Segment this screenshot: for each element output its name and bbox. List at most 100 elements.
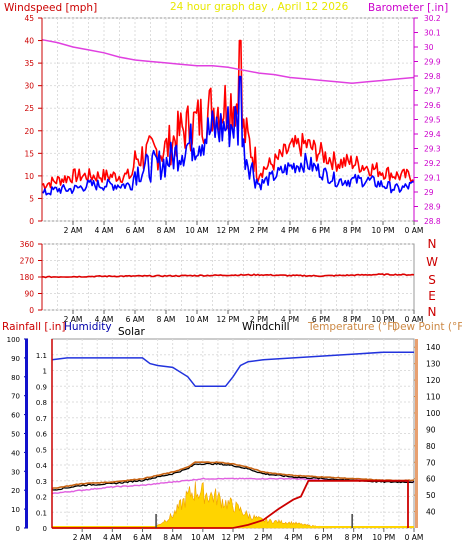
wind-panel-xtick-label: 8 AM	[157, 226, 176, 235]
humidity-ytick-label: 20	[11, 487, 20, 495]
compass-letter-n: N	[428, 305, 437, 319]
temperature-ytick-label: 130	[426, 360, 441, 369]
temperature-ytick-label: 100	[426, 409, 441, 418]
temperature-ytick-label: 40	[426, 508, 436, 517]
barometer-ytick-label: 29.9	[424, 58, 441, 67]
barometer-line	[41, 38, 415, 84]
temperature-panel-xtick-label: 4 AM	[103, 533, 122, 542]
wind-panel-xtick-label: 2 AM	[64, 226, 83, 235]
temperature-line	[51, 461, 415, 490]
direction-panel-xtick-label: 8 AM	[157, 315, 176, 324]
windspeed-ytick-label: 35	[24, 59, 34, 68]
temperature-ytick-label: 80	[426, 442, 436, 451]
temperature-ytick-label: 110	[426, 393, 441, 402]
humidity-ytick-label: 10	[11, 506, 20, 514]
compass-letter-w: W	[426, 255, 438, 269]
temperature-panel-xtick-label: 6 AM	[133, 533, 152, 542]
barometer-ytick-label: 28.8	[424, 217, 441, 226]
humidity-ytick-label: 100	[7, 336, 20, 344]
barometer-ytick-label: 29.6	[424, 101, 441, 110]
barometer-ytick-label: 30.1	[424, 29, 441, 38]
temperature-axis-label: Temperature (°F)	[307, 321, 397, 333]
temperature-panel-xtick-label: 4 PM	[284, 533, 302, 542]
direction-panel-xtick-label: 4 PM	[281, 315, 299, 324]
rainfall-line	[52, 479, 409, 529]
windspeed-ytick-label: 30	[24, 82, 34, 91]
barometer-ytick-label: 30.2	[424, 14, 441, 23]
humidity-axis-label: Humidity	[64, 321, 112, 333]
barometer-ytick-label: 29.3	[424, 145, 441, 154]
temperature-panel-xtick-label: 8 AM	[163, 533, 182, 542]
barometer-ytick-label: 29.8	[424, 72, 441, 81]
compass-letter-s: S	[428, 273, 436, 287]
temperature-ytick-label: 120	[426, 376, 441, 385]
wind-panel-xtick-label: 0 AM	[405, 226, 424, 235]
rainfall-ytick-label: 1.1	[36, 352, 47, 360]
direction-panel-xtick-label: 6 AM	[126, 315, 145, 324]
temperature-ytick-label: 140	[426, 343, 441, 352]
barometer-ytick-label: 29.2	[424, 159, 441, 168]
direction-ytick-label: 360	[20, 240, 35, 249]
wind-panel-xtick-label: 4 AM	[95, 226, 114, 235]
windspeed-ytick-label: 15	[24, 149, 34, 158]
wind-panel-xtick-label: 4 PM	[281, 226, 299, 235]
direction-panel-xtick-label: 12 PM	[217, 315, 240, 324]
rainfall-ytick-label: 0	[43, 525, 47, 533]
windspeed-ytick-label: 0	[29, 217, 34, 226]
direction-panel-xtick-label: 4 AM	[95, 315, 114, 324]
humidity-ytick-label: 30	[11, 468, 20, 476]
humidity-ytick-label: 40	[11, 449, 20, 457]
wind-panel-xtick-label: 6 AM	[126, 226, 145, 235]
temperature-panel-xtick-label: 6 PM	[314, 533, 332, 542]
temperature-panel-xtick-label: 12 PM	[222, 533, 245, 542]
rainfall-ytick-label: 0.1	[36, 509, 47, 517]
graph-title: 24 hour graph day , April 12 2026	[170, 1, 349, 13]
barometer-ytick-label: 29.1	[424, 174, 441, 183]
direction-panel-xtick-label: 10 PM	[372, 315, 395, 324]
temperature-ytick-label: 70	[426, 458, 436, 467]
windspeed-ytick-label: 10	[24, 172, 34, 181]
windspeed-ytick-label: 40	[24, 37, 34, 46]
humidity-ytick-label: 70	[11, 393, 20, 401]
wind-panel-xtick-label: 6 PM	[312, 226, 330, 235]
direction-ytick-label: 0	[29, 306, 34, 315]
windchill-label: Windchill	[242, 321, 290, 333]
humidity-line	[51, 351, 414, 388]
humidity-ytick-label: 60	[11, 412, 20, 420]
direction-ytick-label: 90	[24, 290, 34, 299]
temperature-panel-xtick-label: 2 PM	[254, 533, 272, 542]
rainfall-ytick-label: 1	[43, 368, 47, 376]
wind-panel-xtick-label: 10 PM	[372, 226, 395, 235]
barometer-ytick-label: 29.5	[424, 116, 441, 125]
barometer-ytick-label: 29.7	[424, 87, 441, 96]
wind-panel-xtick-label: 8 PM	[343, 226, 361, 235]
humidity-ytick-label: 90	[11, 355, 20, 363]
direction-panel-xtick-label: 6 PM	[312, 315, 330, 324]
direction-ytick-label: 270	[20, 257, 35, 266]
barometer-ytick-label: 29	[424, 188, 434, 197]
direction-ytick-label: 180	[20, 273, 35, 282]
solar-area	[149, 481, 332, 529]
windspeed-ytick-label: 5	[29, 194, 34, 203]
windspeed-axis-label: Windspeed [mph]	[4, 2, 97, 14]
barometer-ytick-label: 30	[424, 43, 434, 52]
humidity-ytick-label: 0	[16, 525, 20, 533]
rainfall-axis-label: Rainfall [.in]	[2, 321, 65, 333]
direction-panel-xtick-label: 10 AM	[185, 315, 209, 324]
wind-panel-xtick-label: 10 AM	[185, 226, 209, 235]
direction-panel-xtick-label: 0 AM	[405, 315, 424, 324]
windspeed-ytick-label: 45	[24, 14, 34, 23]
temperature-panel-xtick-label: 0 AM	[405, 533, 424, 542]
rainfall-ytick-label: 0.4	[36, 462, 48, 470]
temperature-panel-xtick-label: 2 AM	[73, 533, 92, 542]
dewpoint-axis-label: Dew Point (°F)	[392, 321, 462, 333]
temperature-ytick-label: 60	[426, 475, 436, 484]
rainfall-ytick-label: 0.8	[36, 399, 47, 407]
humidity-ytick-label: 80	[11, 374, 20, 382]
humidity-axis-bar	[25, 339, 28, 528]
barometer-axis-label: Barometer [.in]	[368, 2, 448, 14]
temperature-panel-xtick-label: 8 PM	[345, 533, 363, 542]
windspeed-ytick-label: 25	[24, 104, 34, 113]
